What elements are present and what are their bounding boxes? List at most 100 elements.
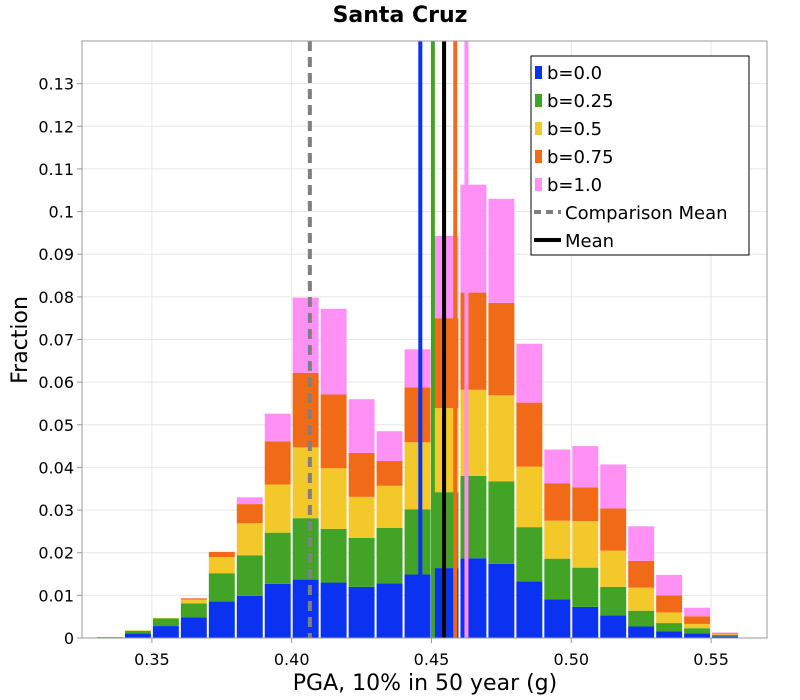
bar-segment-b-1-0 [572,446,599,488]
y-tick-label: 0.06 [38,373,74,392]
bar-segment-b-0-75 [292,372,319,448]
bar-segment-b-0-5 [712,634,739,636]
bar-segment-b-0-25 [656,623,683,632]
legend-swatch-b-0-5 [535,122,542,135]
bar-segment-b-0-75 [236,504,263,524]
x-axis-ticks: 0.35 0.40 0.45 0.50 0.55 [134,638,729,669]
x-tick-label: 0.50 [553,650,589,669]
y-tick-label: 0.1 [49,203,74,222]
bar-segment-b-1-0 [320,308,347,395]
legend-label-b-0-25: b=0.25 [547,91,614,112]
bar-segment-b-0-25 [600,586,627,616]
y-axis-label: Fraction [8,296,33,384]
bar-segment-b-0-5 [600,550,627,587]
y-tick-label: 0.01 [38,586,74,605]
x-tick-label: 0.35 [134,650,170,669]
y-tick-label: 0.12 [38,117,74,136]
bar-segment-b-1-0 [712,632,739,634]
bar-segment-b-0-5 [404,442,431,510]
bar-segment-b-0-75 [264,441,291,485]
bar-segment-b-0-75 [656,595,683,613]
bar-segment-b-0-25 [292,518,319,580]
bar-segment-b-0-75 [404,387,431,443]
y-tick-label: 0.02 [38,544,74,563]
bar-segment-b-1-0 [600,464,627,509]
y-tick-label: 0.05 [38,416,74,435]
bar-segment-b-0-0 [124,633,151,638]
bar-segment-b-1-0 [236,497,263,505]
bar-segment-b-1-0 [544,449,571,484]
bar-segment-b-0-0 [488,563,515,638]
bar-segment-b-0-5 [292,447,319,519]
bar-segment-b-0-25 [404,509,431,575]
bar-segment-b-0-75 [684,616,711,624]
y-tick-label: 0.03 [38,501,74,520]
y-tick-label: 0.07 [38,331,74,350]
legend-swatch-b-0-0 [535,66,542,79]
bar-segment-b-0-0 [600,615,627,638]
bar-segment-b-1-0 [488,198,515,303]
bar-segment-b-0-25 [712,635,739,637]
legend-swatch-b-1-0 [535,178,542,191]
bar-segment-b-0-5 [684,623,711,629]
bar-segment-b-0-0 [544,599,571,638]
bar-segment-b-0-75 [320,394,347,469]
legend-label-b-0-75: b=0.75 [547,147,614,168]
bar-segment-b-0-25 [488,481,515,564]
bar-segment-b-0-25 [124,630,151,634]
bar-segment-b-0-0 [292,579,319,638]
x-tick-label: 0.45 [414,650,450,669]
bar-segment-b-0-75 [572,487,599,522]
bar-segment-b-1-0 [460,184,487,293]
bar-segment-b-0-5 [516,466,543,528]
y-tick-label: 0.13 [38,75,74,94]
bar-segment-b-0-75 [376,461,403,486]
bar-segment-b-0-75 [348,452,375,497]
bar-segment-b-0-0 [572,606,599,638]
bar-segment-b-0-25 [208,573,235,602]
bar-segment-b-0-0 [460,558,487,638]
legend-label-b-0-0: b=0.0 [547,63,602,84]
bar-segment-b-0-25 [348,537,375,587]
bar-segment-b-0-5 [460,389,487,476]
bar-segment-b-0-75 [600,508,627,551]
bar-segment-b-0-25 [180,603,207,618]
bar-segment-b-0-5 [572,521,599,568]
chart-title: Santa Cruz [333,3,468,28]
bar-segment-b-0-0 [208,601,235,638]
bar-segment-b-0-25 [516,527,543,582]
legend-label-mean: Mean [565,231,614,252]
bar-segment-b-0-5 [320,468,347,529]
bar-segment-b-0-25 [320,528,347,583]
legend-swatch-b-0-75 [535,150,542,163]
bar-segment-b-0-25 [264,532,291,584]
bar-segment-b-0-0 [236,595,263,638]
bar-segment-b-0-0 [656,631,683,638]
bar-segment-b-0-5 [628,587,655,611]
bar-segment-b-0-0 [264,583,291,638]
bar-segment-b-1-0 [348,399,375,453]
y-tick-label: 0.11 [38,160,74,179]
bar-segment-b-0-0 [180,617,207,638]
legend: b=0.0 b=0.25 b=0.5 b=0.75 b=1.0 Comparison Me… [530,55,750,256]
bar-segment-b-1-0 [292,297,319,373]
bar-segment-b-0-0 [152,626,179,638]
legend-box [530,55,750,256]
bar-segment-b-0-75 [628,560,655,588]
y-tick-label: 0 [64,629,74,648]
bar-segment-b-0-25 [236,555,263,596]
bar-segment-b-0-25 [628,610,655,627]
legend-swatch-b-0-25 [535,94,542,107]
x-tick-label: 0.40 [274,650,310,669]
bar-segment-b-0-75 [712,633,739,635]
bar-segment-b-0-0 [348,586,375,638]
y-tick-label: 0.08 [38,288,74,307]
bar-segment-b-1-0 [404,349,431,388]
bar-segment-b-0-25 [572,567,599,607]
bar-segment-b-0-0 [320,582,347,638]
bar-segment-b-0-0 [404,574,431,638]
bar-segment-b-0-25 [460,475,487,559]
bar-segment-b-1-0 [656,574,683,596]
bar-segment-b-0-25 [376,527,403,584]
y-tick-label: 0.09 [38,245,74,264]
